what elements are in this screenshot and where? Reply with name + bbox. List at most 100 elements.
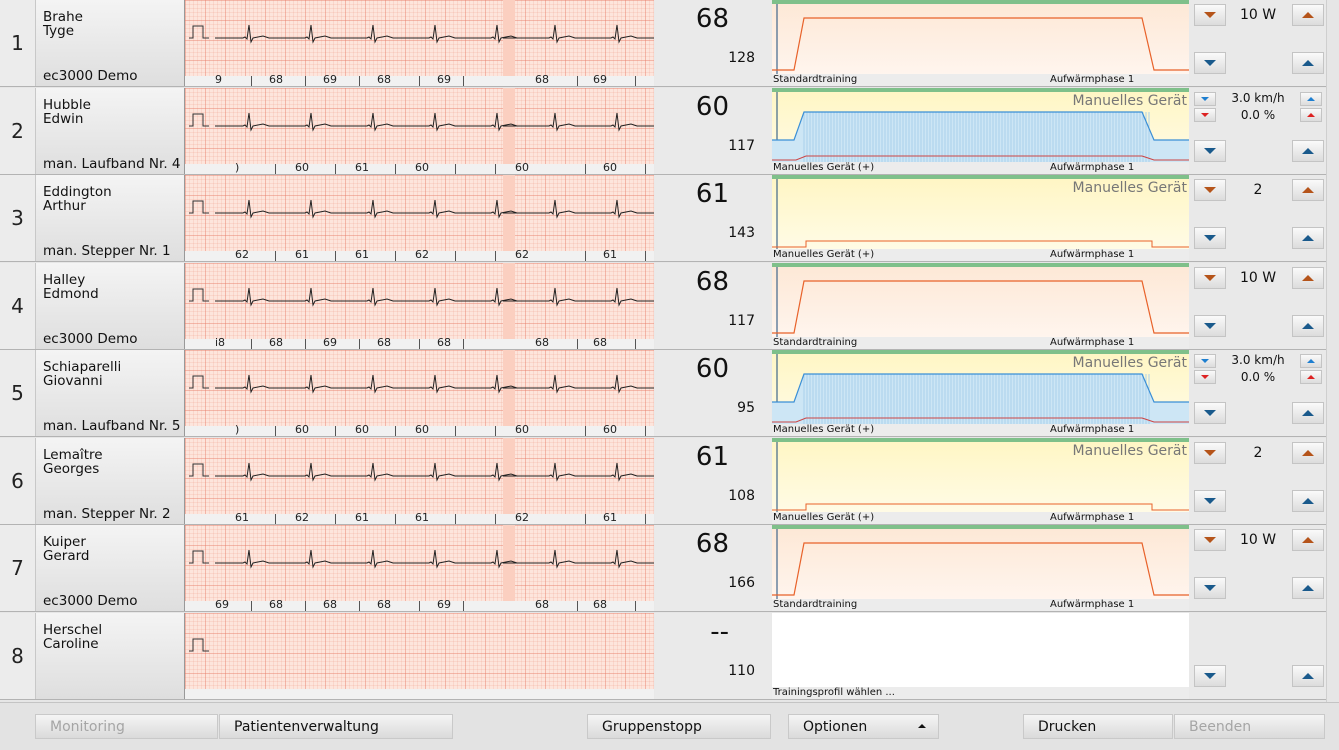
scroll-up-button[interactable] [1292,52,1324,74]
print-button[interactable]: Drucken [1023,714,1173,739]
rr-tick [495,251,496,261]
scroll-up-button[interactable] [1292,577,1324,599]
scroll-up-button[interactable] [1292,402,1324,424]
load-increase-button[interactable] [1292,4,1324,26]
arrow-down-icon [1204,410,1216,416]
speed-increase-button[interactable] [1300,354,1322,368]
arrow-up-icon [1307,359,1315,363]
blood-pressure: 128 [728,50,755,66]
scroll-down-button[interactable] [1194,140,1226,162]
rr-tick [495,426,496,436]
load-increase-button[interactable] [1292,442,1324,464]
blood-pressure: 166 [728,575,755,591]
scroll-up-button[interactable] [1292,665,1324,687]
rr-tick [463,601,464,611]
incline-value: 0.0 % [1240,108,1276,122]
incline-decrease-button[interactable] [1194,370,1216,384]
scroll-up-button[interactable] [1292,315,1324,337]
patient-row: 1 Brahe Tyge ec3000 Demo 9 68 69 68 69 68 69 68 128 S… [0,0,1339,87]
patient-button[interactable]: Kuiper Gerard ec3000 Demo [36,525,185,611]
scroll-up-button[interactable] [1292,227,1324,249]
patient-first-name: Tyge [43,23,75,39]
arrow-down-icon [1201,97,1209,101]
patient-button[interactable]: Lemaître Georges man. Stepper Nr. 2 [36,438,185,524]
arrow-down-icon [1204,673,1216,679]
rr-value: 61 [355,248,369,261]
scroll-down-button[interactable] [1194,402,1226,424]
station-number: 6 [0,438,36,524]
scroll-down-button[interactable] [1194,577,1226,599]
rr-value: 68 [269,598,283,611]
patient-button[interactable]: Herschel Caroline [36,613,185,699]
scroll-down-button[interactable] [1194,490,1226,512]
group-stop-button[interactable]: Gruppenstopp [587,714,771,739]
ecg-grid [185,613,654,689]
monitoring-button[interactable]: Monitoring [35,714,218,739]
profile-phase: Aufwärmphase 1 [1050,424,1135,435]
rr-tick [359,339,360,349]
patient-button[interactable]: Schiaparelli Giovanni man. Laufband Nr. 5 [36,350,185,436]
training-profile[interactable]: Manuelles Gerät Manuelles Gerät (+) Aufwär… [772,350,1189,436]
incline-decrease-button[interactable] [1194,108,1216,122]
load-increase-button[interactable] [1292,179,1324,201]
load-decrease-button[interactable] [1194,267,1226,289]
load-decrease-button[interactable] [1194,529,1226,551]
speed-increase-button[interactable] [1300,92,1322,106]
training-profile[interactable]: Trainingsprofil wählen ... [772,613,1189,699]
training-profile[interactable]: Manuelles Gerät Manuelles Gerät (+) Aufwär… [772,88,1189,174]
profile-name: Trainingsprofil wählen ... [773,687,895,698]
ecg-trace [189,638,209,652]
training-profile[interactable]: Standardtraining Aufwärmphase 1 [772,263,1189,349]
patient-button[interactable]: Brahe Tyge ec3000 Demo [36,0,185,86]
station-number: 7 [0,525,36,611]
speed-decrease-button[interactable] [1194,92,1216,106]
incline-increase-button[interactable] [1300,370,1322,384]
patient-button[interactable]: Halley Edmond ec3000 Demo [36,263,185,349]
rr-value: 68 [535,73,549,86]
arrow-up-icon [1302,498,1314,504]
scroll-down-button[interactable] [1194,665,1226,687]
speed-value: 3.0 km/h [1231,353,1285,367]
rr-interval-bar [185,426,654,436]
profile-phase: Aufwärmphase 1 [1050,249,1135,260]
load-decrease-button[interactable] [1194,179,1226,201]
vitals-panel: 68 117 [655,263,771,349]
rr-tick [335,426,336,436]
incline-increase-button[interactable] [1300,108,1322,122]
rr-value: 61 [355,161,369,174]
patient-button[interactable]: Hubble Edwin man. Laufband Nr. 4 [36,88,185,174]
profile-active-bar [772,525,1189,529]
scroll-down-button[interactable] [1194,315,1226,337]
scroll-up-button[interactable] [1292,140,1324,162]
quit-button[interactable]: Beenden [1174,714,1325,739]
load-decrease-button[interactable] [1194,442,1226,464]
profile-active-bar [772,175,1189,179]
patient-management-button[interactable]: Patientenverwaltung [219,714,453,739]
load-decrease-button[interactable] [1194,4,1226,26]
rr-value: 9 [215,73,222,86]
rr-tick [251,601,252,611]
speed-decrease-button[interactable] [1194,354,1216,368]
options-button[interactable]: Optionen [788,714,939,739]
rr-value: 61 [415,511,429,524]
load-increase-button[interactable] [1292,529,1324,551]
scroll-down-button[interactable] [1194,52,1226,74]
load-increase-button[interactable] [1292,267,1324,289]
rr-value: 60 [603,423,617,436]
arrow-down-icon [1204,275,1216,281]
profile-chart [772,267,1189,337]
training-profile[interactable]: Manuelles Gerät Manuelles Gerät (+) Aufwär… [772,175,1189,261]
rr-tick [585,251,586,261]
profile-chart [772,529,1189,599]
training-profile[interactable]: Manuelles Gerät Manuelles Gerät (+) Aufwär… [772,438,1189,524]
arrow-down-icon [1204,585,1216,591]
ecg-strip: 62 61 61 62 62 61 [185,175,654,261]
rr-value: 61 [295,248,309,261]
ecg-strip: 69 68 68 68 69 68 68 [185,525,654,611]
patient-button[interactable]: Eddington Arthur man. Stepper Nr. 1 [36,175,185,261]
training-profile[interactable]: Standardtraining Aufwärmphase 1 [772,0,1189,86]
training-profile[interactable]: Standardtraining Aufwärmphase 1 [772,525,1189,611]
scroll-up-button[interactable] [1292,490,1324,512]
scroll-down-button[interactable] [1194,227,1226,249]
profile-active-bar [772,263,1189,267]
